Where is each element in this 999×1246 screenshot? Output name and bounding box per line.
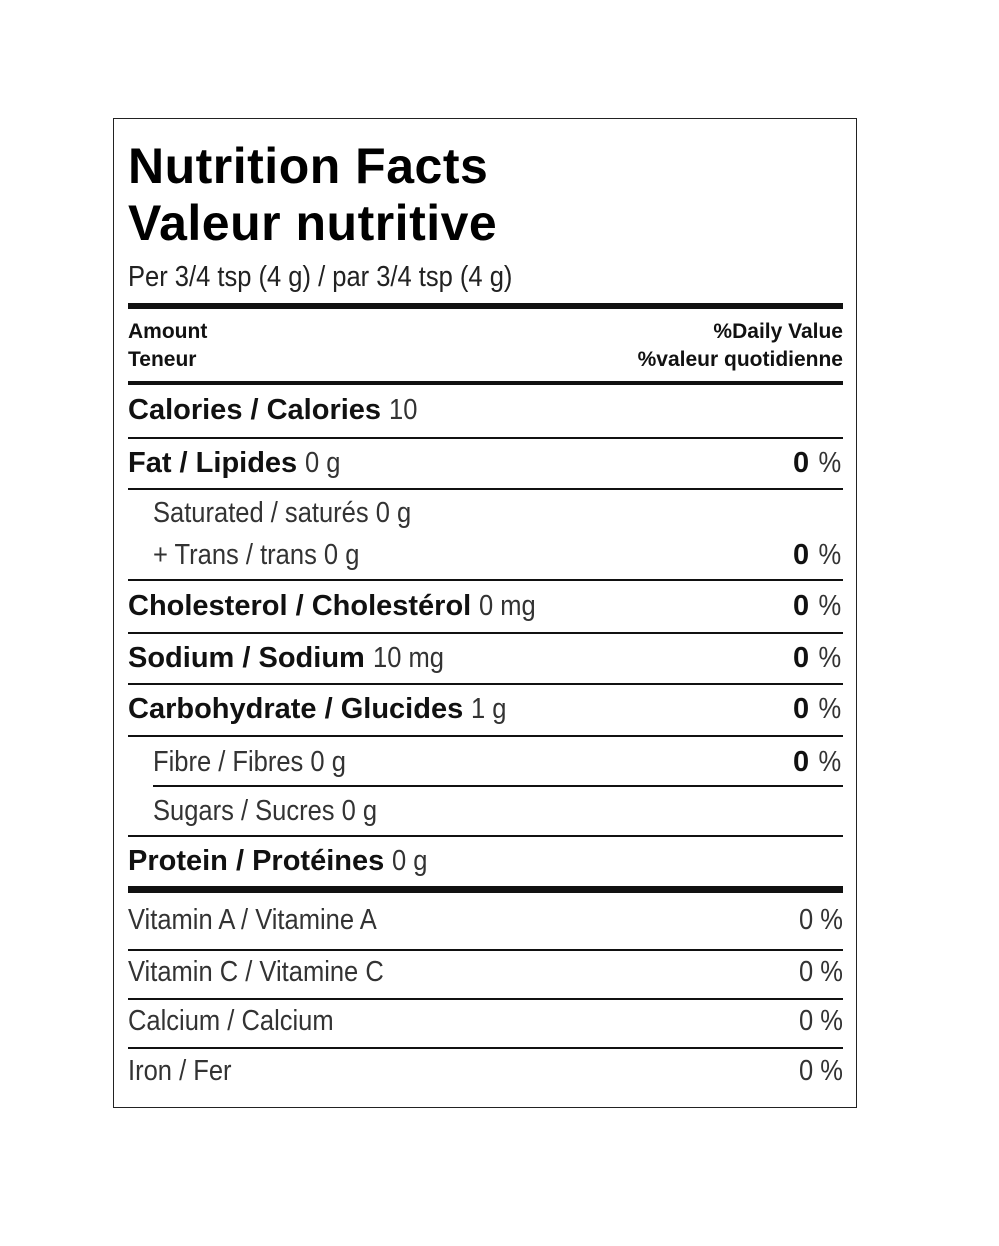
dv-header-en: %Daily Value [713,320,843,343]
divider [128,683,843,685]
nutrient-value: 1 g [471,693,507,725]
vitamin-a-row: Vitamin A / Vitamine A 0 % [128,903,843,937]
divider [153,785,843,787]
vitamin-c-row: Vitamin C / Vitamine C 0 % [128,955,843,989]
dv-value: 0 [793,539,810,571]
nutrient-label: Fibre / Fibres 0 g [153,746,346,778]
percent-unit: % [818,447,842,479]
nutrient-value: 0 mg [479,590,537,622]
calories-label: Calories / Calories [128,394,382,426]
divider-thick [128,303,843,309]
dv-value: 0 % [799,904,843,936]
nutrient-value: 0 g [305,447,341,479]
vitamin-label: Vitamin C / Vitamine C [128,956,384,988]
percent-unit: % [818,642,842,674]
nutrition-label [113,118,857,1108]
nutrient-value: 10 mg [372,642,444,674]
dv-value: 0 % [799,956,843,988]
saturated-row: Saturated / saturés 0 g [128,496,843,530]
percent-unit: % [818,590,842,622]
percent-unit: % [818,693,842,725]
nutrient-label: Sugars / Sucres 0 g [153,795,378,827]
dv-value: 0 % [799,1005,843,1037]
sodium-row: Sodium / Sodium 10 mg 0 % [128,641,843,675]
divider [128,579,843,581]
title-fr: Valeur nutritive [128,195,498,251]
cholesterol-row: Cholesterol / Cholestérol 0 mg 0 % [128,589,843,623]
nutrient-label: Fat / Lipides [128,447,298,479]
amount-header-en: Amount [128,320,208,343]
vitamin-label: Calcium / Calcium [128,1005,334,1037]
divider [128,1047,843,1049]
divider [128,949,843,951]
calories-row: Calories / Calories 10 [128,393,843,427]
divider [128,998,843,1000]
nutrient-label: Saturated / saturés 0 g [153,497,412,529]
dv-value: 0 % [799,1055,843,1087]
dv-value: 0 [793,590,810,622]
amount-header-fr: Teneur [128,348,197,371]
vitamin-label: Vitamin A / Vitamine A [128,904,377,936]
carbohydrate-row: Carbohydrate / Glucides 1 g 0 % [128,692,843,726]
dv-value: 0 [793,693,810,725]
nutrient-value: 0 g [392,845,428,877]
calcium-row: Calcium / Calcium 0 % [128,1004,843,1038]
calories-value: 10 [389,394,418,426]
nutrient-label: Protein / Protéines [128,845,385,877]
dv-header-fr: %valeur quotidienne [637,348,843,371]
divider-thick [128,886,843,893]
divider [128,835,843,837]
divider [128,632,843,634]
divider [128,437,843,439]
serving-size: Per 3/4 tsp (4 g) / par 3/4 tsp (4 g) [128,261,513,293]
protein-row: Protein / Protéines 0 g [128,844,843,878]
nutrient-label: Carbohydrate / Glucides [128,693,464,725]
fibre-row: Fibre / Fibres 0 g 0 % [128,745,843,779]
divider [128,381,843,385]
percent-unit: % [818,746,842,778]
iron-row: Iron / Fer 0 % [128,1054,843,1088]
vitamin-label: Iron / Fer [128,1055,232,1087]
trans-row: + Trans / trans 0 g 0 % [128,538,843,572]
nutrient-label: + Trans / trans 0 g [153,539,360,571]
dv-value: 0 [793,447,810,479]
nutrient-label: Sodium / Sodium [128,642,365,674]
dv-value: 0 [793,746,810,778]
fat-row: Fat / Lipides 0 g 0 % [128,446,843,480]
sugars-row: Sugars / Sucres 0 g [128,794,843,828]
percent-unit: % [818,539,842,571]
divider [128,488,843,490]
nutrient-label: Cholesterol / Cholestérol [128,590,472,622]
title-en: Nutrition Facts [128,138,489,194]
divider [128,735,843,737]
dv-value: 0 [793,642,810,674]
